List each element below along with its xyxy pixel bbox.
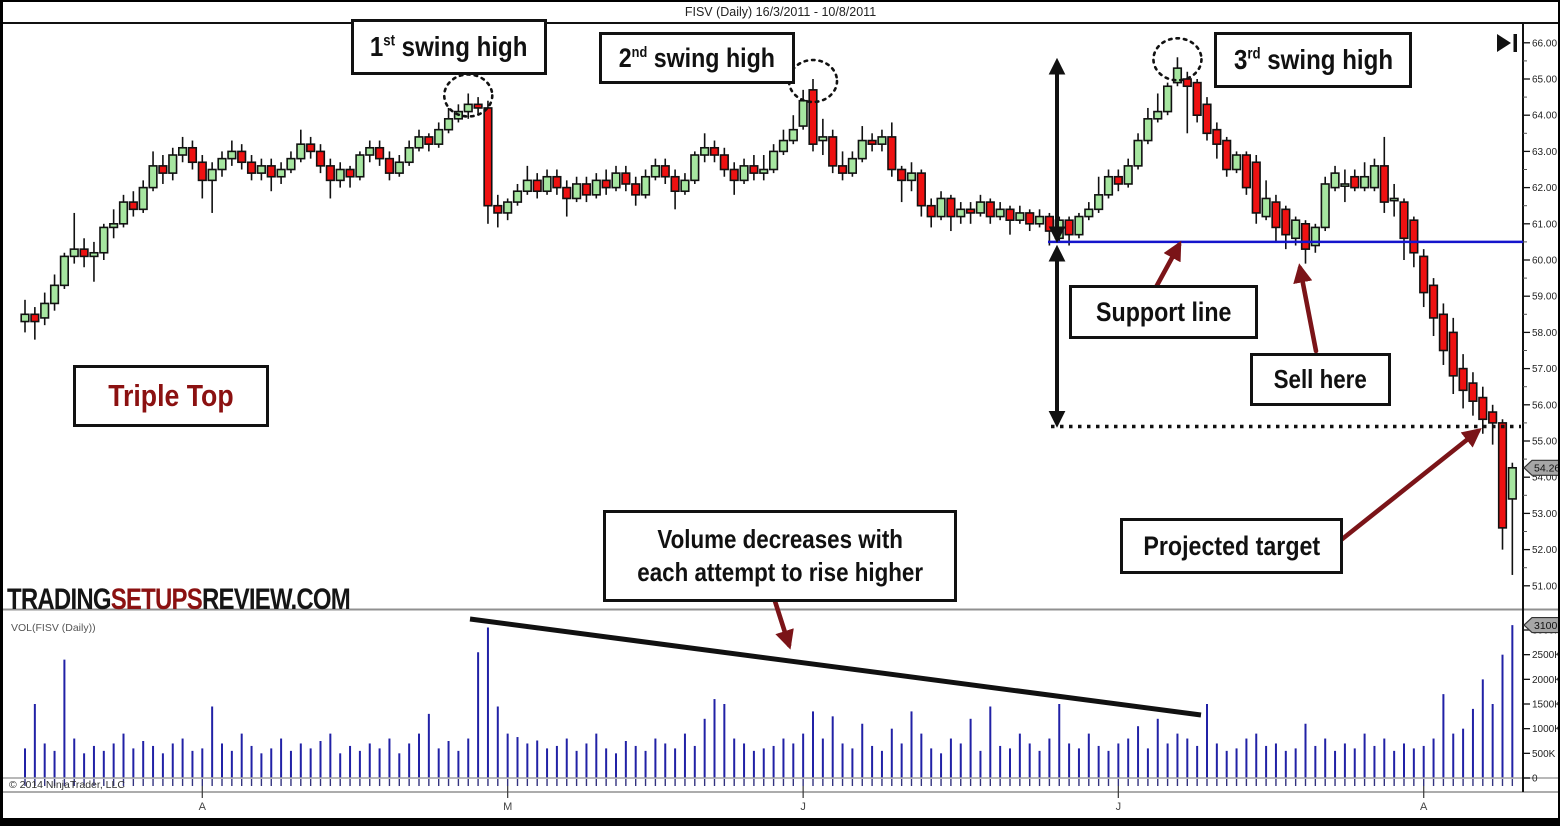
svg-text:A: A xyxy=(199,801,207,813)
watermark-review: REVIEW.COM xyxy=(201,583,351,616)
svg-text:A: A xyxy=(1420,801,1428,813)
chart-title: FISV (Daily) 16/3/2011 - 10/8/2011 xyxy=(684,5,877,19)
svg-text:54.26: 54.26 xyxy=(1534,463,1560,475)
svg-text:61.00: 61.00 xyxy=(1532,219,1557,230)
svg-text:3100K: 3100K xyxy=(1534,620,1560,632)
swing-high-circles xyxy=(442,36,1203,118)
svg-text:52.00: 52.00 xyxy=(1532,545,1557,556)
last-price-badge: 54.26 xyxy=(1523,459,1560,476)
watermark-setups: SETUPS xyxy=(110,583,203,616)
svg-text:M: M xyxy=(503,801,512,813)
svg-text:57.00: 57.00 xyxy=(1532,364,1557,375)
svg-text:53.00: 53.00 xyxy=(1532,509,1557,520)
volume-bars xyxy=(24,625,1514,786)
title-bar: FISV (Daily) 16/3/2011 - 10/8/2011 xyxy=(3,2,1558,24)
annotation-arrows xyxy=(770,240,1482,650)
candlesticks xyxy=(20,57,1517,575)
svg-text:62.00: 62.00 xyxy=(1532,183,1557,194)
svg-text:56.00: 56.00 xyxy=(1532,400,1557,411)
svg-text:66.00: 66.00 xyxy=(1532,38,1557,49)
annotation-second-swing-high: 2nd swing high xyxy=(599,32,795,84)
price-axis: 66.00 65.00 64.00 63.00 62.00 61.00 60.00 59.00… xyxy=(1523,38,1557,592)
svg-text:1000K: 1000K xyxy=(1532,724,1560,735)
svg-text:54.00: 54.00 xyxy=(1532,473,1557,484)
svg-text:2000K: 2000K xyxy=(1532,675,1560,686)
svg-text:500K: 500K xyxy=(1532,749,1556,760)
annotation-pattern-name: Triple Top xyxy=(73,365,269,427)
copyright-notice: © 2014 NinjaTrader, LLC xyxy=(9,779,125,791)
annotation-sell-here: Sell here xyxy=(1250,353,1391,406)
svg-text:59.00: 59.00 xyxy=(1532,292,1557,303)
svg-text:60.00: 60.00 xyxy=(1532,256,1557,267)
svg-text:2500K: 2500K xyxy=(1532,650,1560,661)
annotation-third-swing-high: 3rd swing high xyxy=(1214,32,1412,88)
annotation-volume-note: Volume decreases with each attempt to ris… xyxy=(603,510,957,602)
svg-text:65.00: 65.00 xyxy=(1532,75,1557,86)
chart-canvas: 66.00 65.00 64.00 63.00 62.00 61.00 60.00 59.00… xyxy=(3,24,1560,813)
svg-text:55.00: 55.00 xyxy=(1532,437,1557,448)
svg-text:51.00: 51.00 xyxy=(1532,581,1557,592)
watermark: TRADINGSETUPSREVIEW.COM xyxy=(7,583,351,617)
annotation-first-swing-high: 1st swing high xyxy=(351,19,547,75)
bottom-border-bar xyxy=(3,818,1558,826)
annotation-support-line: Support line xyxy=(1069,285,1258,339)
svg-text:1500K: 1500K xyxy=(1532,700,1560,711)
last-volume-badge: 3100K xyxy=(1523,616,1560,634)
go-to-end-icon[interactable] xyxy=(1497,34,1517,52)
volume-pane-label: VOL(FISV (Daily)) xyxy=(11,622,96,634)
watermark-trading: TRADING xyxy=(7,583,112,616)
svg-text:58.00: 58.00 xyxy=(1532,328,1557,339)
svg-text:J: J xyxy=(800,801,806,813)
volume-trend-line xyxy=(469,616,1202,718)
svg-text:64.00: 64.00 xyxy=(1532,111,1557,122)
svg-text:J: J xyxy=(1116,801,1122,813)
annotation-projected-target: Projected target xyxy=(1120,518,1343,574)
svg-text:63.00: 63.00 xyxy=(1532,147,1557,158)
svg-text:0: 0 xyxy=(1532,774,1538,785)
volume-axis: 3000K2500K2000K1500K1000K500K0 xyxy=(1523,626,1560,785)
